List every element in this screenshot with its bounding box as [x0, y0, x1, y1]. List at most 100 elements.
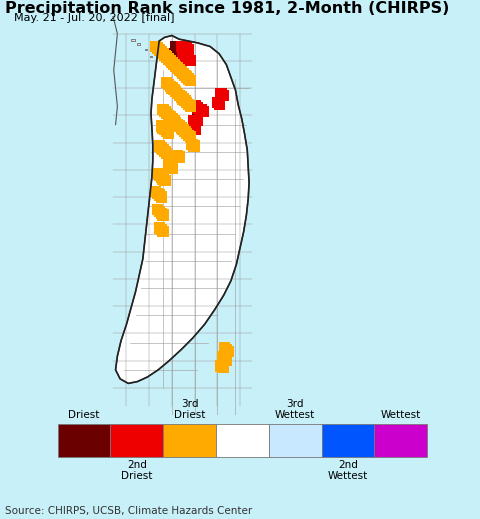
Bar: [165, 112, 176, 123]
Bar: [181, 128, 192, 139]
Bar: [177, 93, 189, 105]
Bar: [183, 73, 194, 85]
Bar: [181, 43, 192, 54]
Bar: [177, 40, 189, 52]
Bar: [185, 101, 196, 112]
Bar: [156, 208, 167, 219]
Bar: [374, 424, 427, 457]
Bar: [165, 160, 176, 172]
Bar: [168, 59, 180, 70]
Bar: [223, 346, 234, 357]
Bar: [176, 53, 187, 65]
Bar: [221, 355, 232, 366]
Bar: [165, 50, 176, 61]
Bar: [172, 149, 183, 161]
Polygon shape: [144, 49, 147, 50]
Bar: [192, 114, 199, 121]
Bar: [154, 206, 165, 217]
Bar: [174, 64, 185, 76]
Bar: [157, 48, 168, 59]
Polygon shape: [137, 43, 140, 45]
Bar: [179, 40, 191, 52]
Bar: [186, 139, 198, 150]
Bar: [192, 115, 203, 127]
Bar: [174, 51, 185, 63]
Bar: [193, 104, 205, 116]
Bar: [163, 110, 174, 121]
Bar: [157, 226, 168, 237]
Polygon shape: [116, 35, 249, 384]
Bar: [163, 79, 174, 90]
Bar: [219, 342, 230, 353]
Bar: [159, 50, 170, 61]
Bar: [150, 186, 161, 197]
Bar: [174, 120, 185, 132]
Text: Precipitation Rank since 1981, 2-Month (CHIRPS): Precipitation Rank since 1981, 2-Month (…: [5, 1, 449, 16]
Bar: [159, 106, 170, 117]
Bar: [167, 48, 178, 59]
Bar: [174, 90, 185, 101]
Bar: [159, 124, 170, 135]
Bar: [157, 210, 168, 221]
Bar: [192, 102, 203, 114]
Bar: [168, 115, 180, 127]
Bar: [154, 222, 165, 234]
Bar: [183, 130, 194, 141]
Bar: [157, 104, 168, 116]
Bar: [170, 86, 181, 98]
Bar: [174, 152, 185, 163]
Text: 3rd
Driest: 3rd Driest: [174, 399, 205, 420]
Bar: [172, 62, 183, 74]
Bar: [177, 124, 189, 135]
Bar: [190, 115, 202, 127]
Bar: [172, 88, 183, 99]
Bar: [219, 353, 230, 364]
Bar: [161, 108, 172, 119]
Bar: [170, 117, 181, 128]
Polygon shape: [131, 39, 135, 41]
Bar: [156, 142, 167, 154]
Bar: [185, 75, 196, 87]
Bar: [172, 40, 183, 52]
Bar: [176, 40, 187, 52]
Bar: [179, 51, 191, 63]
Bar: [154, 141, 165, 152]
Bar: [269, 424, 322, 457]
Bar: [176, 91, 187, 103]
Bar: [150, 40, 161, 52]
Bar: [217, 90, 228, 101]
Bar: [152, 188, 163, 199]
Bar: [161, 51, 172, 63]
Bar: [170, 51, 181, 63]
Bar: [217, 351, 228, 362]
Text: Source: CHIRPS, UCSB, Climate Hazards Center: Source: CHIRPS, UCSB, Climate Hazards Ce…: [5, 507, 252, 516]
Bar: [152, 168, 163, 179]
Bar: [183, 53, 194, 65]
Bar: [157, 173, 168, 185]
Bar: [177, 68, 189, 79]
Bar: [159, 175, 170, 186]
Bar: [216, 88, 227, 99]
Bar: [188, 141, 200, 152]
Bar: [156, 192, 167, 203]
Bar: [179, 70, 191, 81]
Bar: [168, 51, 180, 63]
Bar: [168, 84, 180, 95]
Bar: [212, 97, 223, 108]
Bar: [163, 424, 216, 457]
Bar: [154, 44, 165, 56]
Text: Wettest: Wettest: [381, 411, 421, 420]
Bar: [216, 424, 269, 457]
Bar: [179, 95, 191, 106]
Bar: [165, 80, 176, 92]
Bar: [188, 115, 200, 127]
Bar: [163, 53, 174, 65]
Text: May. 21 - Jul. 20, 2022 [final]: May. 21 - Jul. 20, 2022 [final]: [14, 13, 175, 23]
Bar: [163, 128, 174, 139]
Bar: [156, 120, 167, 132]
Bar: [172, 51, 183, 63]
Bar: [154, 170, 165, 181]
Bar: [167, 83, 178, 93]
Bar: [152, 43, 163, 54]
Bar: [195, 104, 207, 116]
